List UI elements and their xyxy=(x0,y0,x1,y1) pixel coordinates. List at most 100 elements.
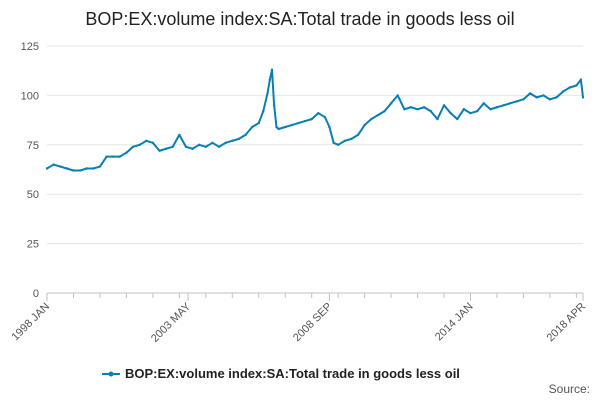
data-point[interactable] xyxy=(449,111,452,115)
data-point[interactable] xyxy=(383,110,386,113)
data-point[interactable] xyxy=(528,92,532,95)
data-point[interactable] xyxy=(396,94,399,97)
data-point[interactable] xyxy=(178,133,181,137)
data-point[interactable] xyxy=(403,108,406,111)
data-point[interactable] xyxy=(489,108,492,111)
data-point[interactable] xyxy=(105,155,108,158)
data-point[interactable] xyxy=(542,94,545,97)
y-tick-label-100: 100 xyxy=(21,90,39,102)
data-point[interactable] xyxy=(515,100,519,103)
data-point[interactable] xyxy=(45,167,49,170)
data-point[interactable] xyxy=(376,113,380,117)
data-point[interactable] xyxy=(164,147,168,150)
data-point[interactable] xyxy=(579,78,583,81)
x-axis: 1998 JAN 2003 MAY 2008 SEP 2014 JAN 2018 APR xyxy=(9,292,588,345)
data-point[interactable] xyxy=(131,145,135,148)
data-point[interactable] xyxy=(336,143,340,146)
data-point[interactable] xyxy=(535,96,538,99)
data-point[interactable] xyxy=(356,133,360,137)
legend-item[interactable]: BOP:EX:volume index:SA:Total trade in go… xyxy=(102,366,460,381)
data-point[interactable] xyxy=(277,127,280,131)
data-point[interactable] xyxy=(555,96,558,99)
data-point[interactable] xyxy=(158,149,161,152)
legend-label: BOP:EX:volume index:SA:Total trade in go… xyxy=(125,366,460,381)
data-point[interactable] xyxy=(52,163,55,166)
data-point[interactable] xyxy=(231,139,234,143)
data-point[interactable] xyxy=(204,145,208,148)
data-point[interactable] xyxy=(85,167,88,170)
chart-title: BOP:EX:volume index:SA:Total trade in go… xyxy=(85,9,514,29)
data-point[interactable] xyxy=(250,125,254,129)
data-point[interactable] xyxy=(78,169,82,172)
data-point[interactable] xyxy=(237,137,241,141)
y-axis-ticks: 0 25 50 75 100 125 xyxy=(21,41,39,300)
data-point[interactable] xyxy=(332,141,335,145)
data-point[interactable] xyxy=(138,143,141,146)
data-point[interactable] xyxy=(191,147,194,150)
data-point[interactable] xyxy=(284,125,287,129)
data-point[interactable] xyxy=(568,86,571,89)
data-point[interactable] xyxy=(197,143,201,146)
data-point[interactable] xyxy=(275,125,278,129)
data-point[interactable] xyxy=(469,111,472,115)
data-point[interactable] xyxy=(323,115,327,119)
data-point[interactable] xyxy=(145,139,148,143)
data-point[interactable] xyxy=(268,78,272,81)
data-point[interactable] xyxy=(272,104,276,107)
data-point[interactable] xyxy=(548,98,552,101)
data-point[interactable] xyxy=(350,137,353,141)
data-point[interactable] xyxy=(328,125,331,129)
data-point[interactable] xyxy=(561,90,565,93)
data-point[interactable] xyxy=(262,110,265,113)
data-point[interactable] xyxy=(217,145,221,148)
data-point[interactable] xyxy=(297,121,300,125)
data-point[interactable] xyxy=(125,151,128,154)
data-point[interactable] xyxy=(416,108,419,111)
data-point[interactable] xyxy=(370,117,373,121)
data-point[interactable] xyxy=(317,111,320,115)
data-point[interactable] xyxy=(257,121,260,125)
data-point[interactable] xyxy=(151,141,155,145)
series-line-0[interactable] xyxy=(46,68,584,172)
data-point[interactable] xyxy=(118,155,121,158)
data-point[interactable] xyxy=(436,117,439,121)
data-point[interactable] xyxy=(442,104,446,107)
data-point[interactable] xyxy=(92,167,95,170)
data-point[interactable] xyxy=(65,167,69,170)
data-point[interactable] xyxy=(456,117,459,121)
series-layer xyxy=(45,68,585,172)
data-point[interactable] xyxy=(429,110,433,113)
data-point[interactable] xyxy=(111,155,115,158)
data-point[interactable] xyxy=(409,106,413,109)
data-point[interactable] xyxy=(98,165,102,168)
data-point[interactable] xyxy=(482,102,485,105)
data-point[interactable] xyxy=(575,84,578,87)
data-point[interactable] xyxy=(270,68,274,71)
data-point[interactable] xyxy=(303,119,307,123)
data-point[interactable] xyxy=(59,165,62,168)
data-point[interactable] xyxy=(462,108,466,111)
data-point[interactable] xyxy=(389,102,393,105)
data-point[interactable] xyxy=(224,141,227,145)
data-point[interactable] xyxy=(244,133,247,137)
data-point[interactable] xyxy=(310,117,313,121)
data-point[interactable] xyxy=(171,145,174,148)
data-point[interactable] xyxy=(581,96,585,99)
data-point[interactable] xyxy=(211,141,214,145)
data-point[interactable] xyxy=(522,98,525,101)
data-point[interactable] xyxy=(72,169,75,172)
data-point[interactable] xyxy=(343,139,346,143)
x-tick-label: 2008 SEP xyxy=(291,301,335,345)
data-point[interactable] xyxy=(502,104,505,107)
data-point[interactable] xyxy=(184,145,188,148)
data-point[interactable] xyxy=(363,123,366,127)
data-point[interactable] xyxy=(422,106,426,109)
data-point[interactable] xyxy=(475,110,479,113)
data-point[interactable] xyxy=(290,123,294,127)
data-point[interactable] xyxy=(495,106,499,109)
data-point[interactable] xyxy=(509,102,512,105)
x-tick-label: 2003 MAY xyxy=(149,300,194,345)
data-point[interactable] xyxy=(266,92,269,95)
credits-source[interactable]: Source: xyxy=(549,382,590,396)
